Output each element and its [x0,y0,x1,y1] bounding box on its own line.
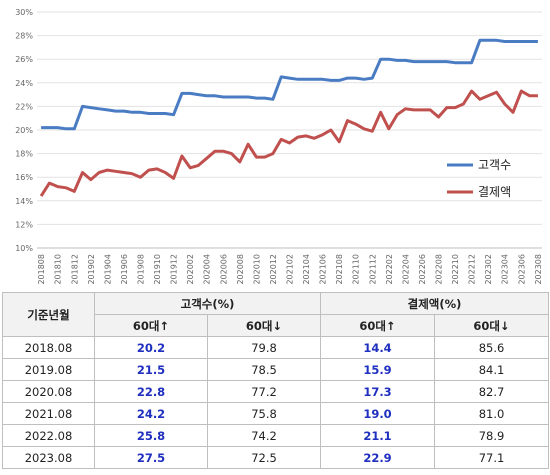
customers-60-up: 22.8 [94,380,208,403]
x-axis-ticks: 201808 201810 201812 201902 201904 201906 2019… [37,254,543,285]
legend-label: 고객수 [478,158,511,172]
x-tick-label: 202102 [286,254,295,285]
x-tick-label: 201812 [70,254,79,285]
x-tick-label: 201906 [120,254,129,285]
x-tick-label: 202212 [468,254,477,285]
x-tick-label: 201810 [54,254,63,285]
y-tick-label: 30% [15,8,33,17]
group-header-payments: 결제액(%) [320,292,549,315]
x-tick-label: 202208 [435,254,444,285]
table-row: 2022.08 25.8 74.2 21.1 78.9 [2,424,549,447]
x-tick-label: 202308 [534,254,543,285]
y-tick-label: 26% [15,55,33,64]
table-row: 2018.08 20.2 79.8 14.4 85.6 [2,336,549,359]
x-tick-label: 202002 [186,254,195,285]
row-date: 2019.08 [2,358,95,381]
y-tick-label: 14% [15,197,33,206]
payments-60-up: 19.0 [320,402,435,425]
x-tick-label: 202210 [451,254,460,285]
x-tick-label: 202010 [252,254,261,285]
x-tick-label: 201904 [103,254,112,285]
customers-60-down: 75.8 [207,402,321,425]
x-tick-label: 202104 [302,254,311,285]
x-tick-label: 202004 [203,254,212,285]
sub-header: 60대↓ [434,314,549,337]
payments-60-up: 22.9 [320,446,435,469]
x-tick-label: 201912 [170,254,179,285]
x-tick-label: 202206 [418,254,427,285]
payments-60-up: 17.3 [320,380,435,403]
gridlines [37,11,542,249]
legend-label: 결제액 [478,185,511,199]
y-tick-label: 18% [15,150,33,159]
x-tick-label: 202202 [385,254,394,285]
corner-header: 기준년월 [2,292,95,337]
y-axis-ticks: 10% 12% 14% 16% 18% 20% 22% 24% 26% 28% 30% [15,8,33,253]
table-row: 2020.08 22.8 77.2 17.3 82.7 [2,380,549,403]
payments-60-down: 78.9 [434,424,549,447]
y-tick-label: 24% [15,79,33,88]
payments-60-down: 82.7 [434,380,549,403]
customers-60-down: 74.2 [207,424,321,447]
customers-60-down: 78.5 [207,358,321,381]
customers-60-up: 20.2 [94,336,208,359]
customers-60-up: 27.5 [94,446,208,469]
table-row: 2021.08 24.2 75.8 19.0 81.0 [2,402,549,425]
x-tick-label: 201908 [136,254,145,285]
series-line-1 [41,38,538,131]
sub-header: 60대↑ [94,314,208,337]
table-row: 2023.08 27.5 72.5 22.9 77.1 [2,446,549,469]
payments-60-up: 15.9 [320,358,435,381]
x-tick-label: 202302 [484,254,493,285]
row-date: 2018.08 [2,336,95,359]
payments-60-down: 81.0 [434,402,549,425]
payments-60-down: 77.1 [434,446,549,469]
x-tick-label: 202204 [401,254,410,285]
customers-60-up: 25.8 [94,424,208,447]
series-lines [39,38,538,197]
y-tick-label: 16% [15,173,33,182]
row-date: 2021.08 [2,402,95,425]
x-tick-label: 202306 [517,254,526,285]
x-tick-label: 201902 [87,254,96,285]
payments-60-down: 84.1 [434,358,549,381]
y-tick-label: 10% [15,244,33,253]
x-tick-label: 202106 [319,254,328,285]
payments-60-down: 85.6 [434,336,549,359]
y-tick-label: 20% [15,126,33,135]
x-tick-label: 202110 [352,254,361,285]
line-chart: 10% 12% 14% 16% 18% 20% 22% 24% 26% 28% 30% 201808… [15,8,543,285]
y-tick-label: 28% [15,32,33,41]
customers-60-down: 77.2 [207,380,321,403]
sub-header: 60대↓ [207,314,321,337]
x-tick-label: 202006 [219,254,228,285]
payments-60-up: 14.4 [320,336,435,359]
customers-60-up: 24.2 [94,402,208,425]
row-date: 2023.08 [2,446,95,469]
payments-60-up: 21.1 [320,424,435,447]
row-date: 2022.08 [2,424,95,447]
x-tick-label: 202012 [269,254,278,285]
x-tick-label: 202112 [368,254,377,285]
x-tick-label: 201808 [37,254,46,285]
x-tick-label: 201910 [153,254,162,285]
series-line-2 [39,89,538,197]
y-tick-label: 12% [15,220,33,229]
customers-60-down: 79.8 [207,336,321,359]
table-row: 2019.08 21.5 78.5 15.9 84.1 [2,358,549,381]
x-tick-label: 202008 [236,254,245,285]
x-tick-label: 202304 [501,254,510,285]
row-date: 2020.08 [2,380,95,403]
sub-header: 60대↑ [320,314,435,337]
summary-table: 기준년월 고객수(%) 결제액(%) 60대↑ 60대↓ 60대↑ 60대↓ 2… [2,292,549,469]
y-tick-label: 22% [15,102,33,111]
x-tick-label: 202108 [335,254,344,285]
group-header-customers: 고객수(%) [94,292,321,315]
customers-60-up: 21.5 [94,358,208,381]
customers-60-down: 72.5 [207,446,321,469]
